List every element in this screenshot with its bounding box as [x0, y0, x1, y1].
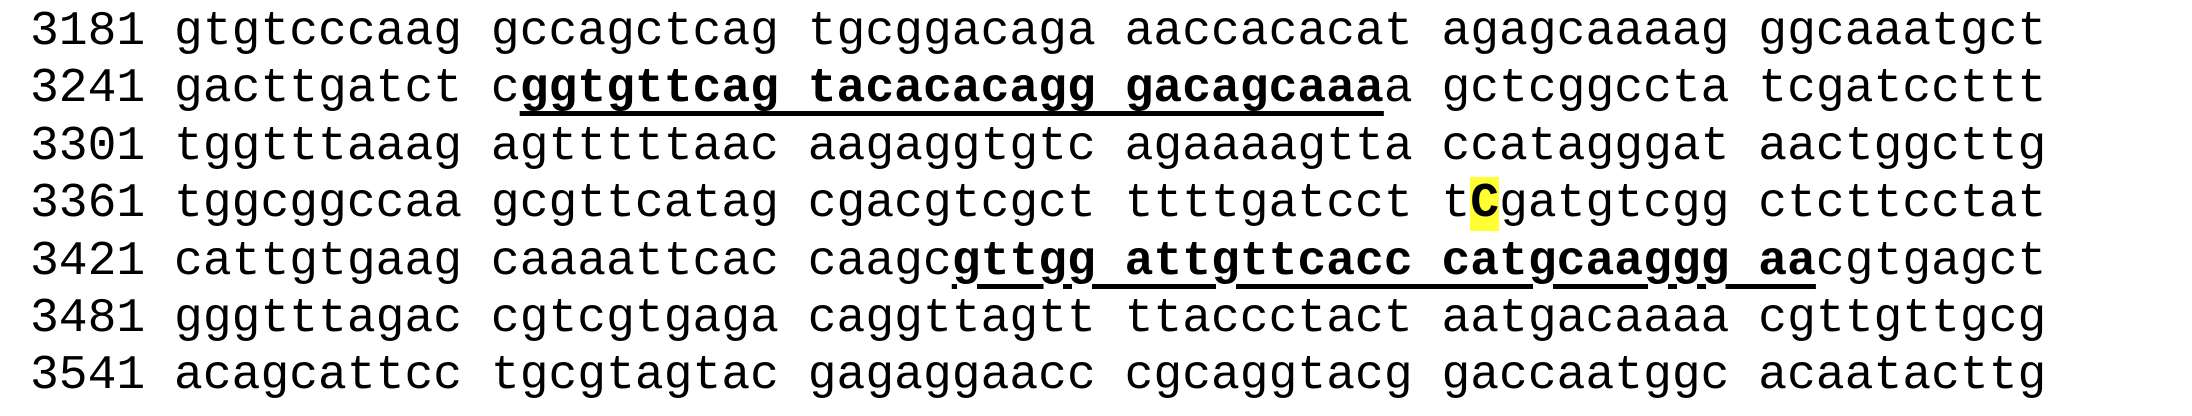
sequence-segment: tggcggccaa gcgttcatag cgacgtcgct ttttgat…: [174, 177, 1471, 232]
sequence-line: 3481 gggtttagac cgtcgtgaga caggttagtt tt…: [30, 291, 2046, 348]
line-number: 3481: [30, 291, 146, 346]
line-number: 3541: [30, 349, 146, 404]
sequence-segment: gggtttagac cgtcgtgaga caggttagtt ttaccct…: [174, 291, 2047, 346]
sequence-line: 3541 acagcattcc tgcgtagtac gagaggaacc cg…: [30, 348, 2046, 405]
sequence-segment: gatgtcgg ctcttcctat: [1499, 177, 2047, 232]
sequence-segment: gtgtcccaag gccagctcag tgcggacaga aaccaca…: [174, 5, 2047, 59]
sequence-segment: gacttgatct c: [174, 62, 520, 117]
sequence-line: 3421 cattgtgaag caaaattcac caagcgttgg at…: [30, 234, 2046, 291]
primer-sequence-reverse: gttgg attgttcacc catgcaaggg aa: [951, 234, 1816, 289]
line-number: 3421: [30, 234, 146, 289]
sequence-line: 3181 gtgtcccaag gccagctcag tgcggacaga aa…: [30, 4, 2046, 61]
sequence-line: 3361 tggcggccaa gcgttcatag cgacgtcgct tt…: [30, 176, 2046, 233]
sequence-segment: acagcattcc tgcgtagtac gagaggaacc cgcaggt…: [174, 349, 2047, 404]
line-number: 3301: [30, 119, 146, 174]
sequence-segment: cattgtgaag caaaattcac caagc: [174, 234, 952, 289]
primer-sequence-forward: ggtgttcag tacacacagg gacagcaaa: [519, 62, 1384, 117]
line-number: 3241: [30, 62, 146, 117]
sequence-block: 3181 gtgtcccaag gccagctcag tgcggacaga aa…: [30, 4, 2046, 406]
sequence-line: 3301 tggtttaaag agtttttaac aagaggtgtc ag…: [30, 119, 2046, 176]
sequence-segment: a gctcggccta tcgatccttt: [1383, 62, 2047, 117]
sequence-segment: cgtgagct: [1815, 234, 2047, 289]
line-number: 3181: [30, 5, 146, 59]
sequence-line: 3241 gacttgatct cggtgttcag tacacacagg ga…: [30, 61, 2046, 118]
highlighted-base: C: [1470, 177, 1500, 232]
sequence-segment: tggtttaaag agtttttaac aagaggtgtc agaaaag…: [174, 119, 2047, 174]
line-number: 3361: [30, 177, 146, 232]
